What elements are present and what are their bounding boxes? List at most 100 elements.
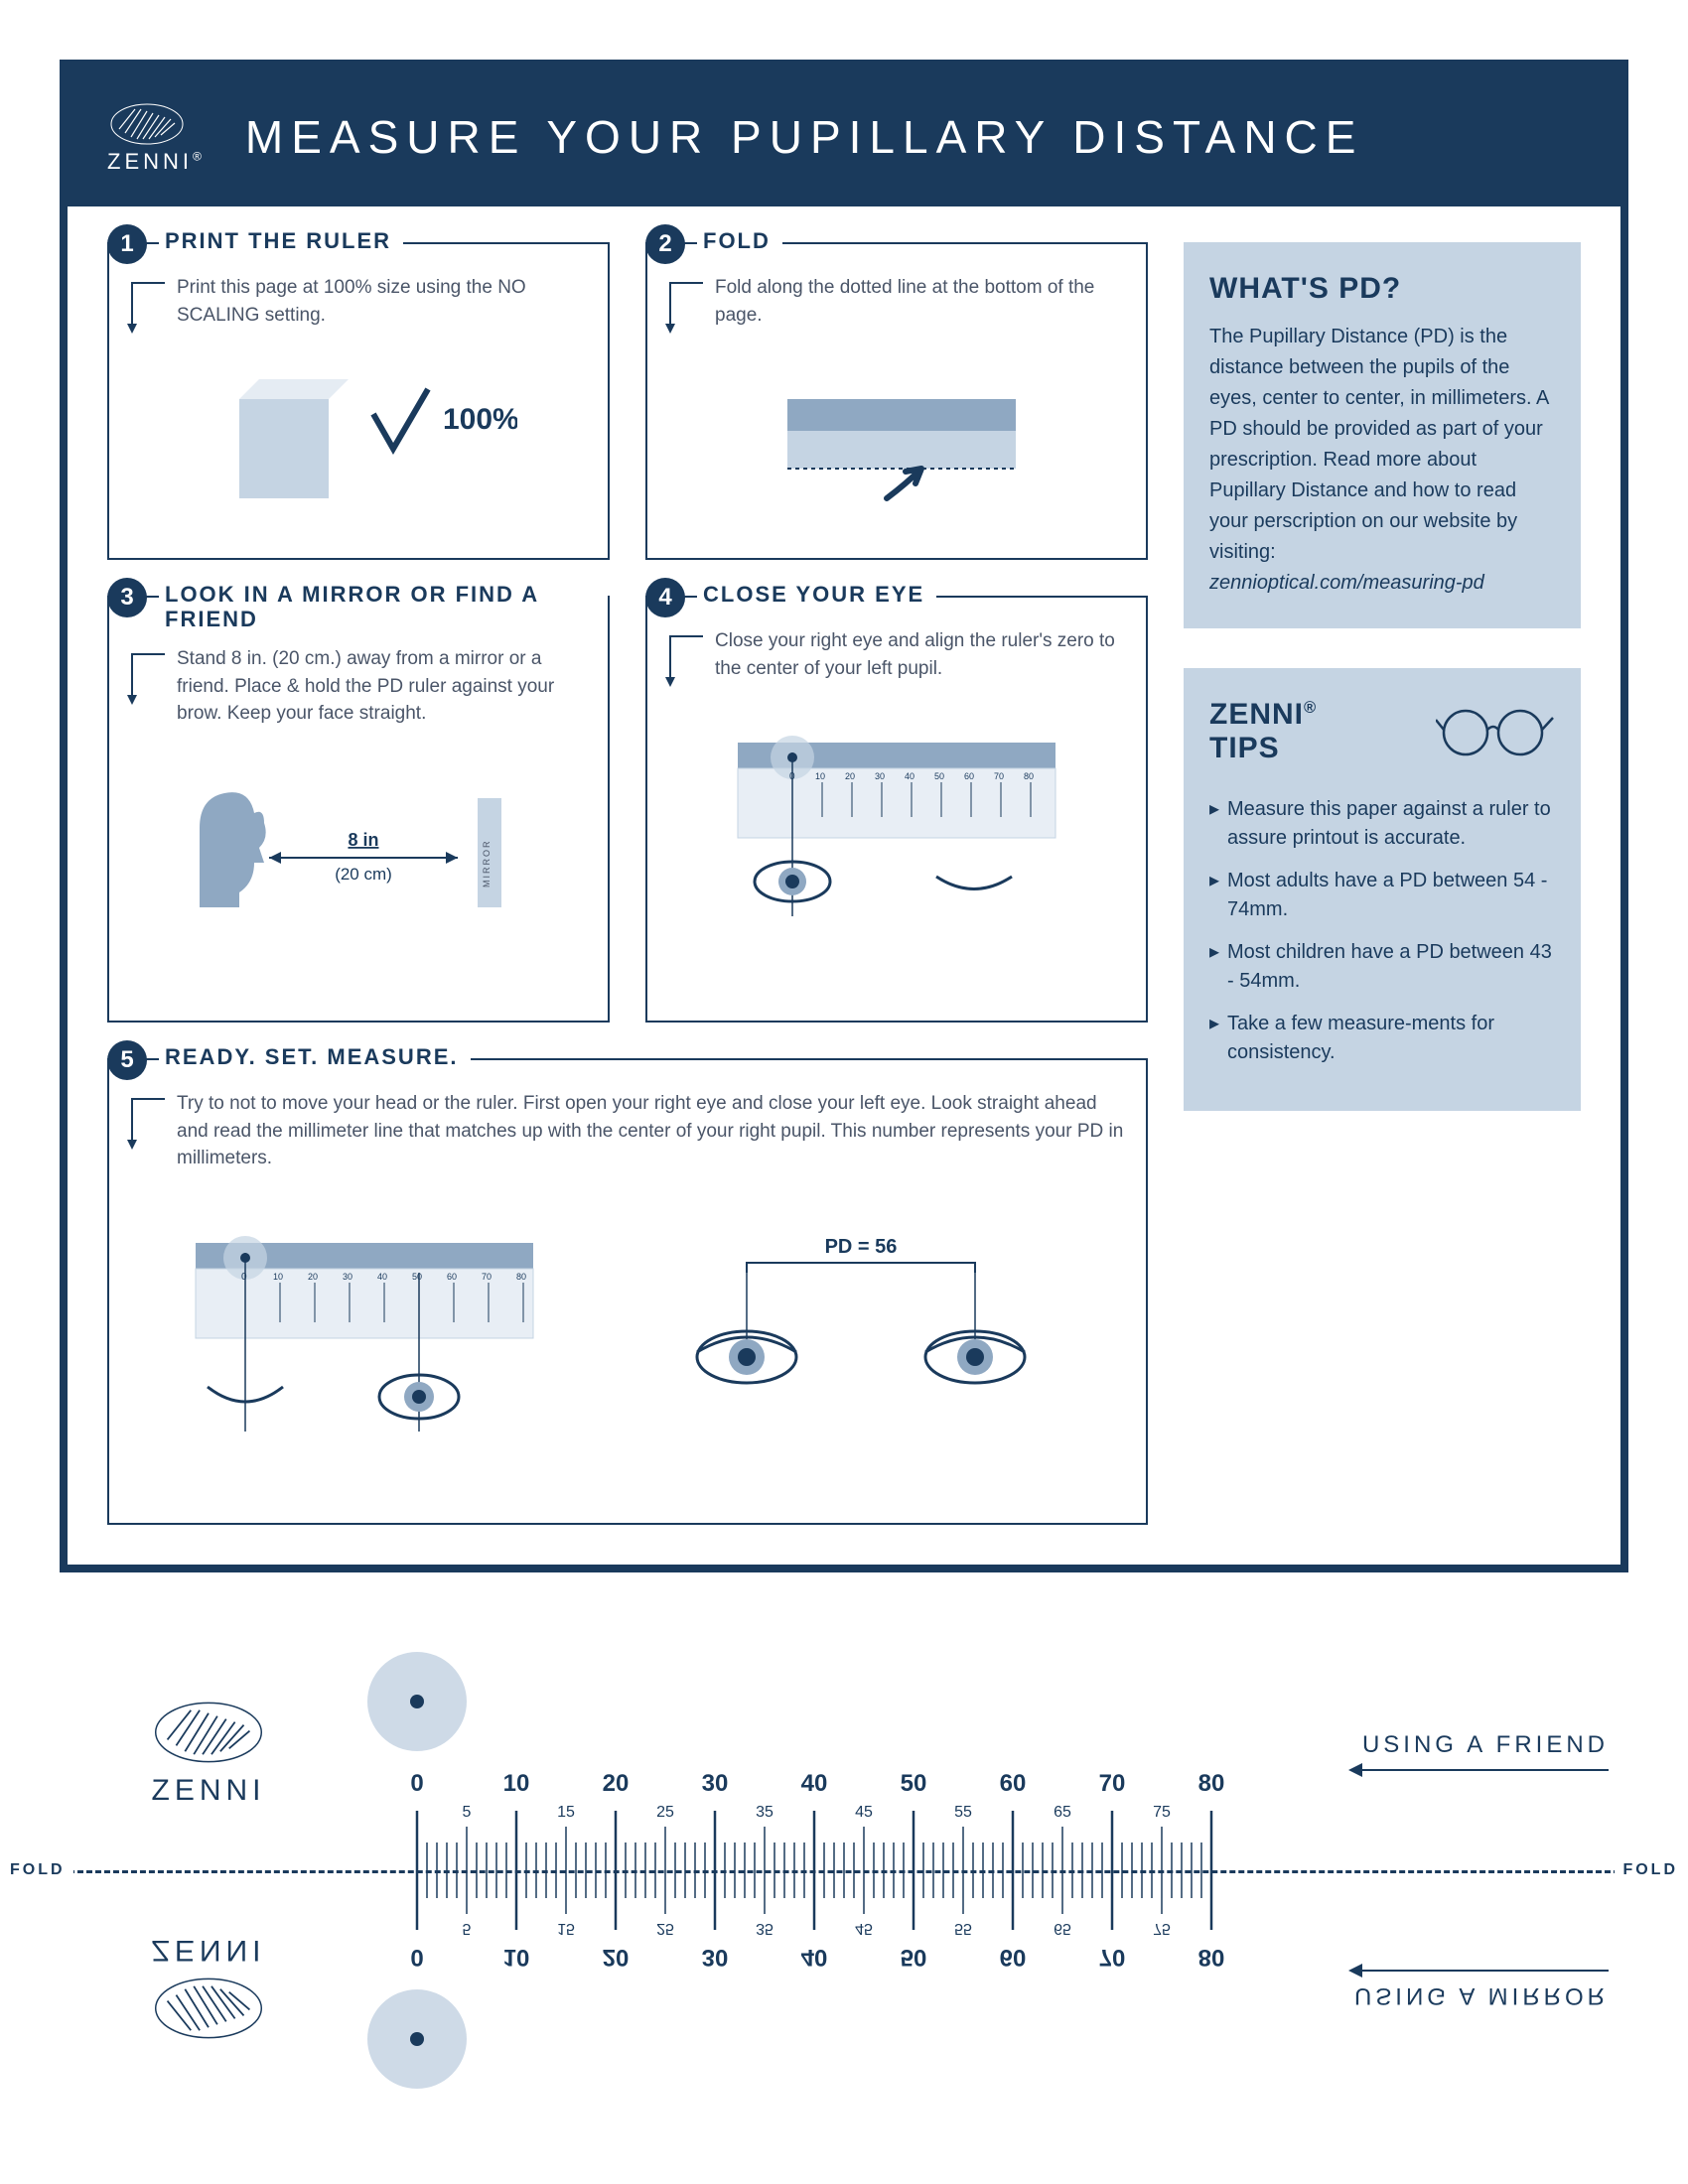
svg-text:20: 20 [603,1770,630,1797]
content: 1 PRINT THE RULER Print this page at 100… [68,206,1620,1565]
step-3-illustration: 8 in (20 cm) MIRROR [131,763,586,922]
step-5-card: 5 READY. SET. MEASURE. Try to not to mov… [107,1058,1148,1525]
step-5-illustration: 0 10 20 30 40 50 60 70 80 [131,1208,1124,1466]
svg-text:75: 75 [1153,1804,1171,1821]
ruler-logo-top: ZENNI [60,1696,357,1808]
step-3-card: 3 LOOK IN A MIRROR OR FIND A FRIEND Stan… [107,596,610,1023]
ruler-section: FOLD FOLD ZENNI 010203040506070805152535… [60,1632,1628,2109]
svg-text:10: 10 [273,1272,283,1282]
tip-item: Measure this paper against a ruler to as… [1209,795,1555,853]
header: ZENNI® MEASURE YOUR PUPILLARY DISTANCE [68,68,1620,206]
tip-item: Most adults have a PD between 54 - 74mm. [1209,867,1555,924]
whats-pd-text: The Pupillary Distance (PD) is the dista… [1209,322,1555,599]
svg-text:40: 40 [801,1770,828,1797]
sidebar: WHAT'S PD? The Pupillary Distance (PD) i… [1184,242,1581,1525]
ruler-brand: ZENNI [60,1934,357,1968]
svg-text:50: 50 [901,1944,927,1971]
main-frame: ZENNI® MEASURE YOUR PUPILLARY DISTANCE 1… [60,60,1628,1572]
svg-text:15: 15 [557,1920,575,1937]
svg-text:45: 45 [855,1920,873,1937]
step-4-card: 4 CLOSE YOUR EYE Close your right eye an… [645,596,1148,1023]
svg-text:50: 50 [412,1272,422,1282]
step-3-body: Stand 8 in. (20 cm.) away from a mirror … [109,598,608,750]
svg-text:10: 10 [503,1944,530,1971]
svg-text:25: 25 [656,1920,674,1937]
svg-text:20: 20 [845,771,855,781]
svg-text:60: 60 [447,1272,457,1282]
tips-title-l2: TIPS [1209,732,1317,765]
svg-text:0: 0 [241,1272,247,1283]
svg-text:80: 80 [1024,771,1034,781]
arrow-icon [131,282,165,332]
glasses-icon [1436,698,1555,757]
step-4-text: Close your right eye and align the ruler… [715,630,1115,679]
step-5-body: Try to not to move your head or the rule… [109,1060,1146,1194]
tips-title-l1: ZENNI® [1209,698,1317,732]
ruler-right-top: USING A FRIEND [1251,1731,1628,1771]
step-1-card: 1 PRINT THE RULER Print this page at 100… [107,242,610,560]
svg-text:5: 5 [463,1804,472,1821]
svg-text:0: 0 [410,1770,423,1797]
tips-box: ZENNI® TIPS Measure this paper against a… [1184,668,1581,1111]
svg-text:80: 80 [516,1272,526,1282]
svg-text:8 in: 8 in [348,830,378,850]
step-1-illustration: 100% [131,364,586,513]
step-2-illustration [669,364,1124,513]
arrow-icon [131,653,165,703]
tip-item: Take a few measure-ments for consistency… [1209,1010,1555,1067]
svg-text:75: 75 [1153,1920,1171,1937]
arrow-icon [131,1098,165,1148]
svg-text:80: 80 [1198,1770,1225,1797]
svg-text:70: 70 [1099,1944,1126,1971]
logo-icon [149,1973,268,2046]
step-4-body: Close your right eye and align the ruler… [647,598,1146,704]
svg-text:60: 60 [1000,1770,1027,1797]
svg-text:5: 5 [463,1920,472,1937]
page-title: MEASURE YOUR PUPILLARY DISTANCE [245,110,1364,164]
step-2-card: 2 FOLD Fold along the dotted line at the… [645,242,1148,560]
step-3-text: Stand 8 in. (20 cm.) away from a mirror … [177,648,554,724]
svg-text:35: 35 [756,1920,774,1937]
arrow-icon [669,635,703,685]
logo-text: ZENNI® [107,149,206,175]
svg-text:55: 55 [954,1804,972,1821]
svg-text:0: 0 [789,771,795,782]
ruler-scale-top: 01020304050607080515253545556575 [357,1632,1251,1870]
svg-text:20: 20 [308,1272,318,1282]
svg-text:70: 70 [994,771,1004,781]
whats-pd-link[interactable]: zennioptical.com/measuring-pd [1209,572,1484,594]
svg-text:30: 30 [702,1770,729,1797]
svg-text:35: 35 [756,1804,774,1821]
step-4-illustration: 0 10 20 30 40 50 60 70 80 [669,718,1124,926]
svg-text:60: 60 [1000,1944,1027,1971]
step-2-text: Fold along the dotted line at the bottom… [715,277,1094,326]
svg-text:25: 25 [656,1804,674,1821]
logo-icon [107,99,187,149]
svg-text:20: 20 [603,1944,630,1971]
svg-text:0: 0 [410,1944,423,1971]
ruler-right-bottom: USING A MIRROR [1251,1970,1628,2009]
svg-text:50: 50 [934,771,944,781]
svg-text:80: 80 [1198,1944,1225,1971]
svg-text:10: 10 [815,771,825,781]
arrow-left-icon [1350,1769,1609,1771]
svg-text:65: 65 [1054,1920,1071,1937]
step-2-body: Fold along the dotted line at the bottom… [647,244,1146,350]
svg-text:(20 cm): (20 cm) [335,865,392,884]
using-mirror-label: USING A MIRROR [1354,1981,1609,2009]
svg-text:PD = 56: PD = 56 [825,1236,898,1258]
tips-list: Measure this paper against a ruler to as… [1209,795,1555,1067]
whats-pd-title: WHAT'S PD? [1209,272,1555,306]
svg-text:MIRROR: MIRROR [482,839,492,887]
ruler-top: ZENNI 01020304050607080515253545556575 U… [60,1632,1628,1870]
logo-icon [149,1696,268,1769]
svg-text:40: 40 [905,771,914,781]
svg-text:55: 55 [954,1920,972,1937]
svg-text:50: 50 [901,1770,927,1797]
svg-text:30: 30 [702,1944,729,1971]
hundred-percent-label: 100% [443,403,517,436]
step-5-text: Try to not to move your head or the rule… [177,1093,1123,1168]
svg-text:15: 15 [557,1804,575,1821]
ruler-scale-bottom: 01020304050607080515253545556575 [357,1870,1251,2109]
svg-text:30: 30 [343,1272,352,1282]
